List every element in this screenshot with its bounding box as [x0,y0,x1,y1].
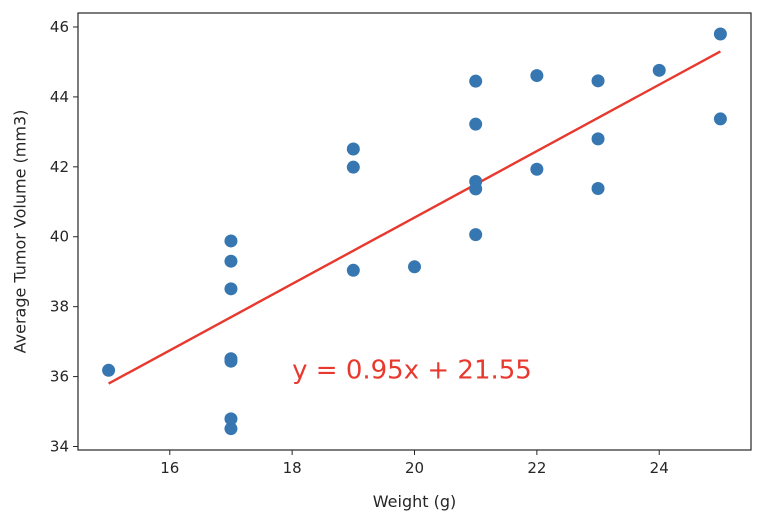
y-axis-label: Average Tumor Volume (mm3) [11,110,30,354]
scatter-point [713,27,727,41]
scatter-points-layer [102,27,727,436]
x-tick-label: 18 [283,459,302,477]
scatter-point [652,63,666,77]
y-tick-label: 34 [50,438,69,456]
y-tick-label: 42 [50,158,69,176]
scatter-point [346,160,360,174]
scatter-point [224,354,238,368]
scatter-point [224,422,238,436]
annotations-layer: y = 0.95x + 21.55 [292,356,532,386]
y-tick-label: 40 [50,228,69,246]
scatter-point [591,181,605,195]
regression-equation-annotation: y = 0.95x + 21.55 [292,356,532,386]
scatter-point [530,69,544,83]
scatter-point [469,182,483,196]
scatter-point [469,228,483,242]
y-tick-label: 36 [50,368,69,386]
y-tick-label: 44 [50,88,69,106]
x-tick-label: 22 [527,459,546,477]
scatter-point [346,142,360,156]
x-tick-label: 20 [405,459,424,477]
scatter-point [591,74,605,88]
x-tick-label: 16 [160,459,179,477]
scatter-point [713,112,727,126]
scatter-point [224,282,238,296]
scatter-point [224,234,238,248]
scatter-point [469,117,483,131]
scatter-point [224,412,238,426]
y-tick-label: 38 [50,298,69,316]
scatter-point [224,254,238,268]
y-tick-label: 46 [50,18,69,36]
scatter-point [408,260,421,274]
x-axis-label: Weight (g) [373,492,456,511]
scatter-point [530,162,544,176]
x-axis-ticks: 16 18 20 22 24 [160,450,669,477]
scatter-point [469,74,483,88]
scatter-point [591,132,605,146]
regression-line-layer [108,50,721,385]
x-tick-label: 24 [650,459,669,477]
y-axis-ticks: 34 36 38 40 42 44 46 [50,18,78,456]
scatter-point [102,363,116,377]
regression-line [108,50,721,385]
scatter-point [346,263,360,277]
